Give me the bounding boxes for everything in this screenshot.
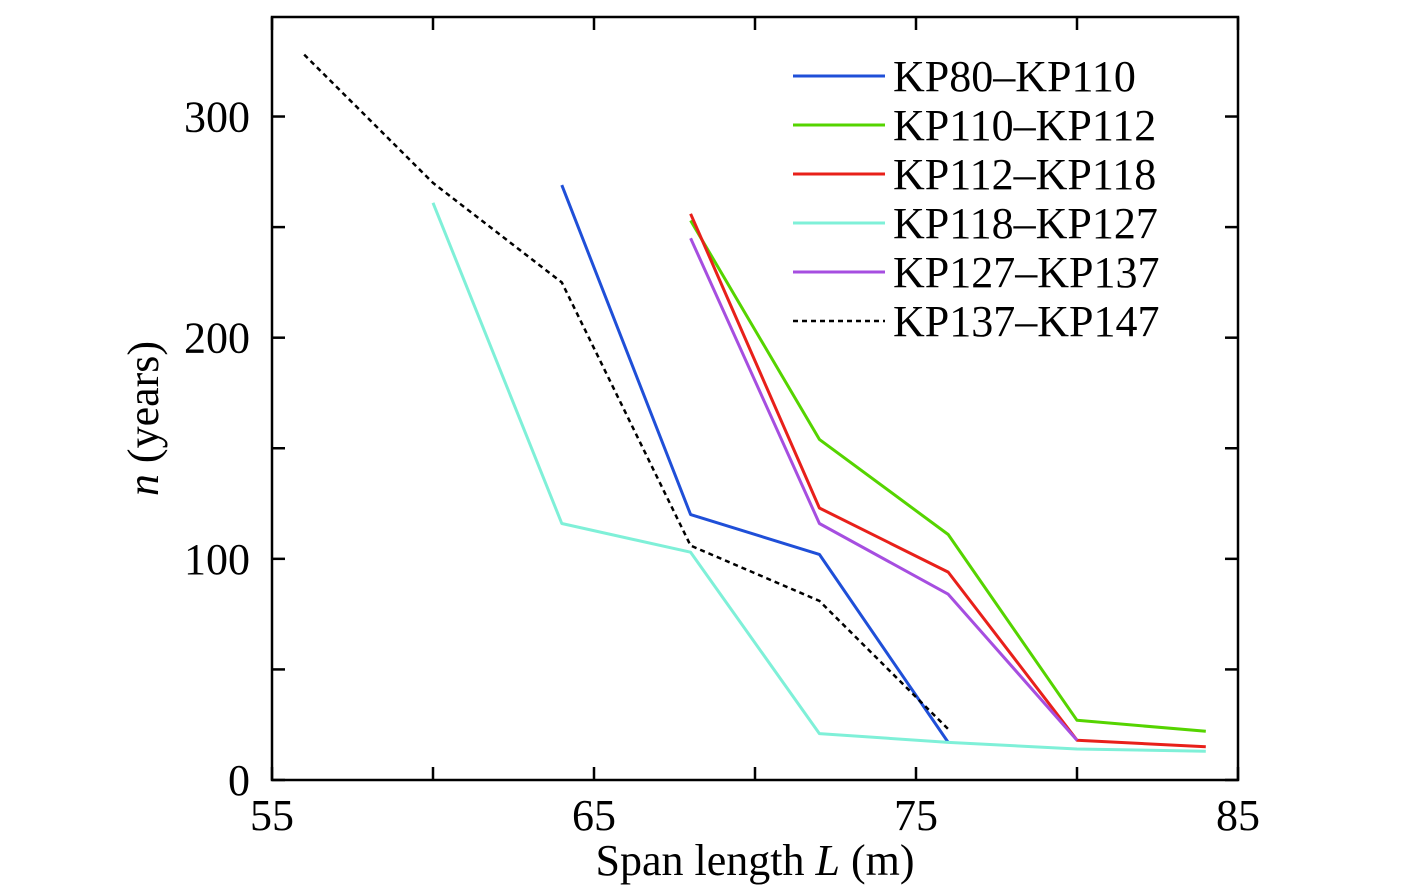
legend-label-2: KP110–KP112 (893, 101, 1156, 150)
series-line-1 (560, 184, 950, 744)
y-tick-label: 300 (184, 93, 250, 142)
y-axis-title: n (years) (119, 341, 168, 496)
x-tick-label: 85 (1216, 791, 1260, 840)
series-line-3 (689, 213, 1206, 749)
legend-label-5: KP127–KP137 (893, 248, 1160, 297)
x-axis-unit: (m) (840, 836, 915, 885)
series-line-5 (689, 237, 1079, 742)
legend-label-4: KP118–KP127 (893, 199, 1158, 248)
y-tick-label: 0 (228, 756, 250, 805)
series-line-6 (303, 53, 950, 730)
legend-label-6: KP137–KP147 (893, 297, 1160, 346)
y-axis-unit: (years) (119, 341, 168, 474)
x-tick-label: 75 (894, 791, 938, 840)
series-line-4 (431, 202, 1206, 753)
x-axis-title-text: Span length (596, 836, 816, 885)
legend-label-1: KP80–KP110 (893, 52, 1136, 101)
x-tick-label: 65 (572, 791, 616, 840)
x-axis-variable: L (814, 836, 839, 885)
y-tick-label: 100 (184, 535, 250, 584)
series-line-2 (689, 219, 1206, 733)
y-axis-variable: n (119, 474, 168, 496)
x-tick-label: 55 (250, 791, 294, 840)
ticks: 55 65 75 85 0 100 200 300 (184, 17, 1260, 840)
legend: KP80–KP110KP110–KP112KP112–KP118KP118–KP… (793, 52, 1160, 346)
series-lines (303, 53, 1206, 753)
y-tick-label: 200 (184, 314, 250, 363)
x-axis-title: Span length L (m) (596, 836, 915, 885)
legend-label-3: KP112–KP118 (893, 150, 1156, 199)
